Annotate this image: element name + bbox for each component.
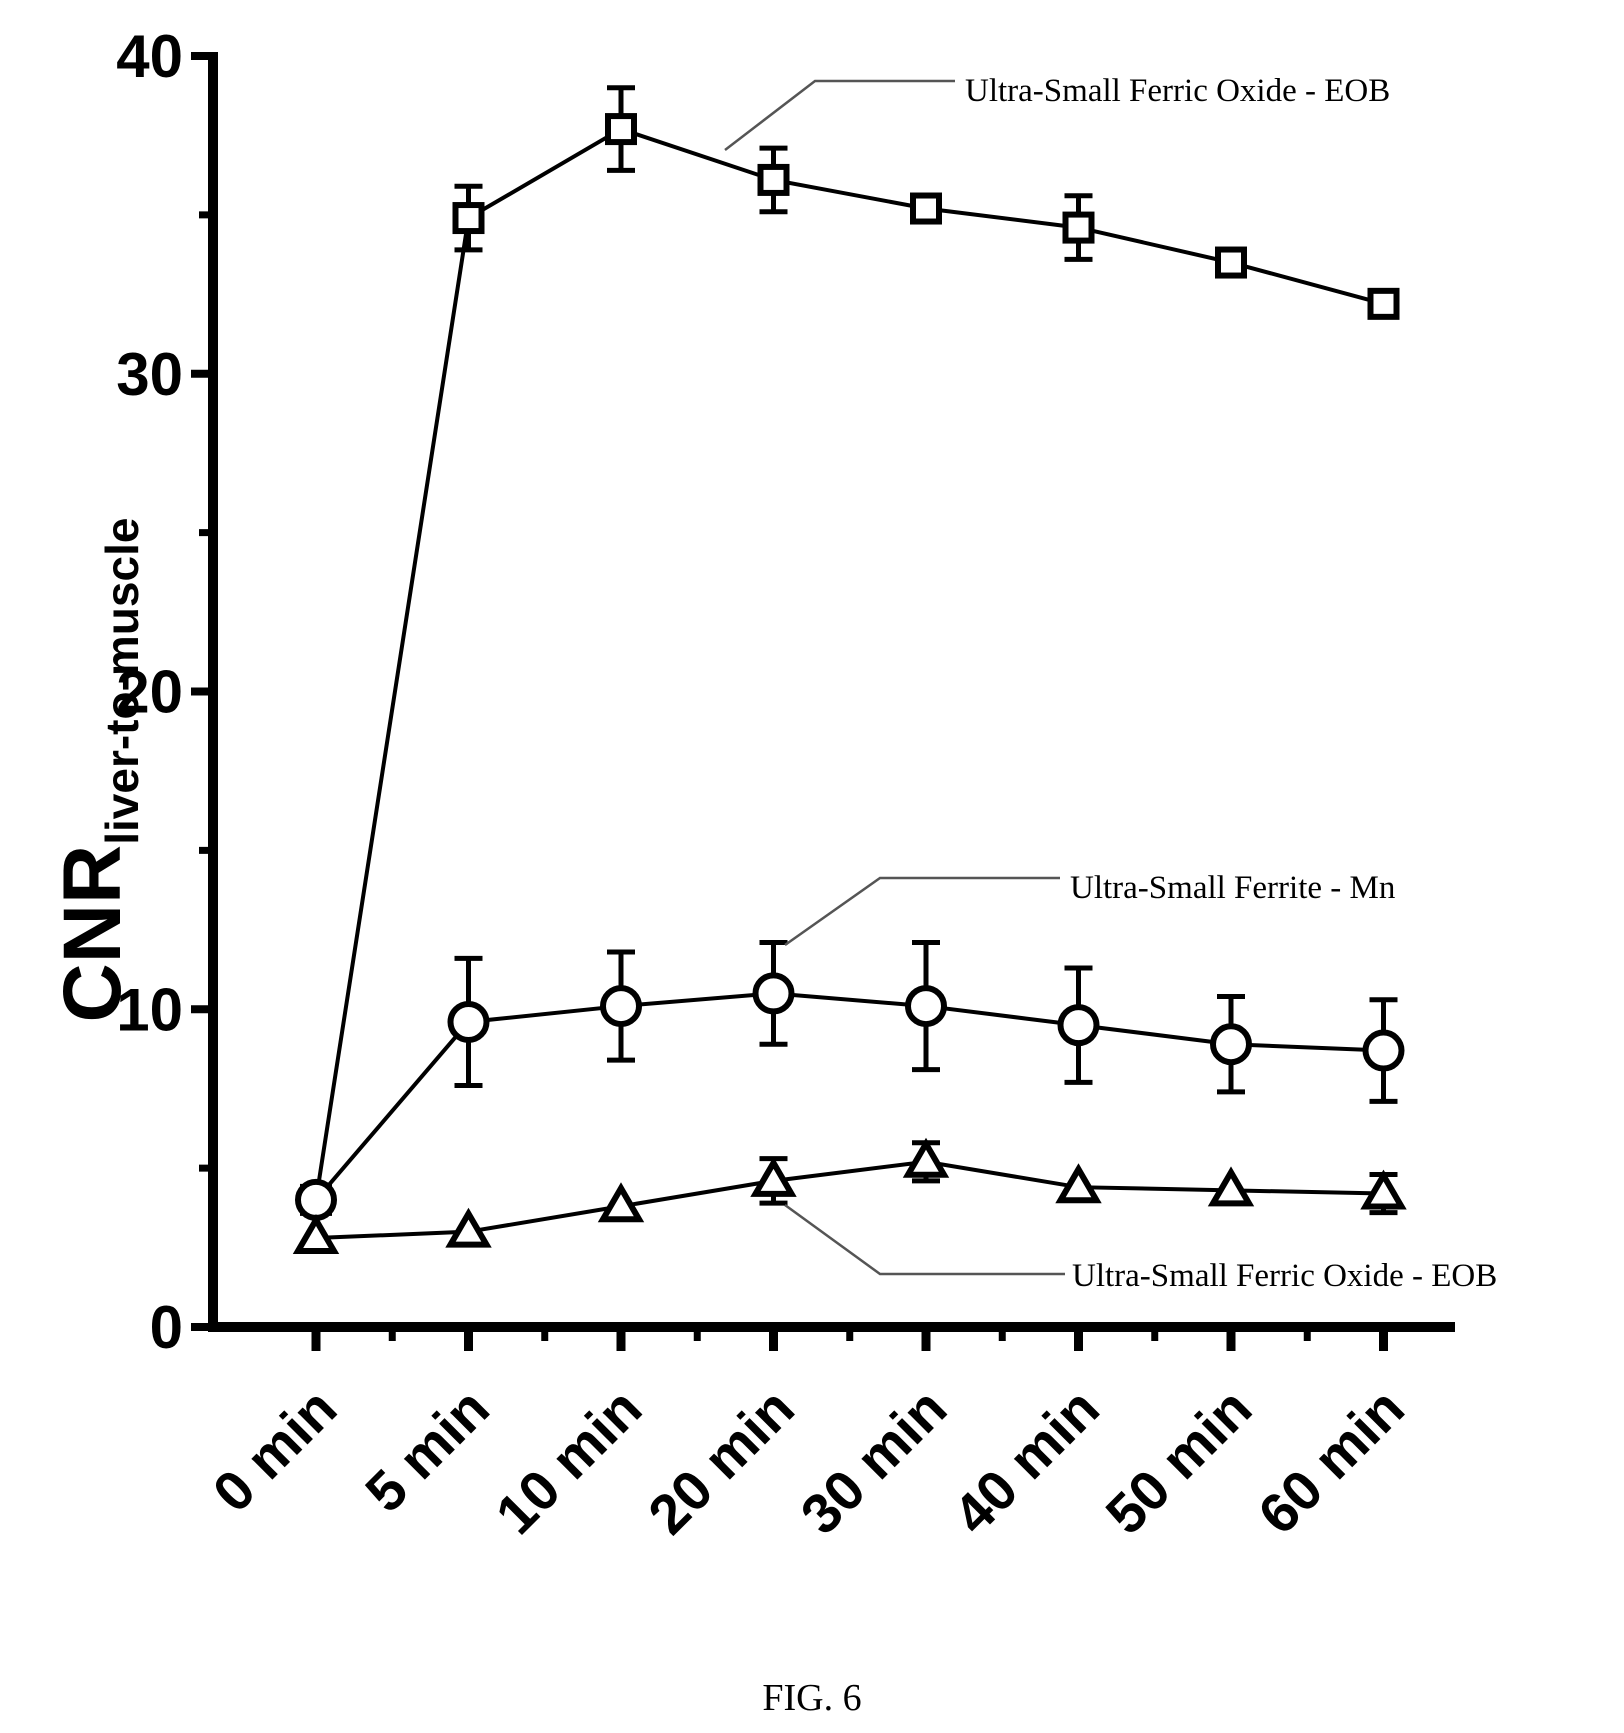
x-tick-label: 30 min bbox=[788, 1376, 958, 1546]
ylabel-subscript: liver-to-muscle bbox=[96, 518, 148, 845]
data-point bbox=[1062, 211, 1095, 244]
data-point bbox=[452, 202, 485, 235]
data-point bbox=[597, 1182, 645, 1223]
annotations: Ultra-Small Ferric Oxide - EOB Ultra-Smal… bbox=[724, 73, 1497, 1294]
x-tick-label: 20 min bbox=[636, 1376, 806, 1546]
data-point bbox=[295, 1178, 337, 1221]
y-tick-label: 20 bbox=[116, 659, 183, 726]
data-point bbox=[292, 1214, 340, 1255]
x-tick-label: 10 min bbox=[483, 1376, 653, 1546]
series-triangle bbox=[292, 1137, 1407, 1255]
svg-text:CNRliver-to-muscle: CNRliver-to-muscle bbox=[47, 518, 148, 1023]
data-point bbox=[445, 1207, 492, 1248]
ylabel-main: CNR bbox=[47, 845, 138, 1023]
series-line bbox=[315, 1159, 1384, 1241]
data-point bbox=[902, 1137, 950, 1178]
data-point bbox=[1210, 1023, 1252, 1066]
data-point bbox=[605, 113, 637, 146]
series-line bbox=[314, 991, 1384, 1202]
data-point bbox=[1055, 1163, 1102, 1204]
y-tick-label: 40 bbox=[116, 23, 183, 90]
series-line bbox=[314, 126, 1385, 1201]
y-tick-label: 10 bbox=[116, 976, 183, 1043]
data-point bbox=[910, 192, 942, 225]
x-tick-label: 5 min bbox=[353, 1376, 501, 1524]
data-point bbox=[1215, 246, 1247, 279]
y-tick-label: 0 bbox=[150, 1294, 183, 1361]
series-square bbox=[300, 85, 1400, 1216]
annotation-leader-line bbox=[784, 876, 1060, 947]
series-group bbox=[292, 85, 1407, 1255]
data-point bbox=[1362, 1029, 1405, 1072]
data-point bbox=[750, 1156, 797, 1197]
x-tick-label: 40 min bbox=[941, 1376, 1111, 1546]
series-annotation-label: Ultra-Small Ferric Oxide - EOB bbox=[965, 73, 1390, 109]
x-tick-label: 0 min bbox=[201, 1376, 349, 1524]
data-point bbox=[757, 163, 790, 196]
figure-caption: FIG. 6 bbox=[762, 1677, 861, 1719]
data-point bbox=[447, 1000, 490, 1043]
data-point bbox=[1207, 1166, 1255, 1207]
y-ticks: 0 10 20 30 40 bbox=[116, 23, 213, 1361]
data-point bbox=[1360, 1169, 1407, 1210]
series-annotation-label: Ultra-Small Ferrite - Mn bbox=[1070, 870, 1395, 906]
data-point bbox=[600, 985, 642, 1028]
data-point bbox=[1057, 1004, 1100, 1047]
annotation-leader-line bbox=[724, 79, 955, 151]
annotation-leader-line bbox=[784, 1203, 1065, 1276]
y-tick-label: 30 bbox=[116, 341, 183, 408]
data-point bbox=[1367, 287, 1400, 320]
series-annotation-label: Ultra-Small Ferric Oxide - EOB bbox=[1072, 1258, 1497, 1294]
data-point bbox=[905, 985, 947, 1028]
y-axis-label: CNRliver-to-muscle bbox=[47, 518, 148, 1023]
x-tick-label: 50 min bbox=[1093, 1376, 1263, 1546]
x-tick-label: 60 min bbox=[1246, 1376, 1416, 1546]
data-point bbox=[752, 972, 795, 1015]
